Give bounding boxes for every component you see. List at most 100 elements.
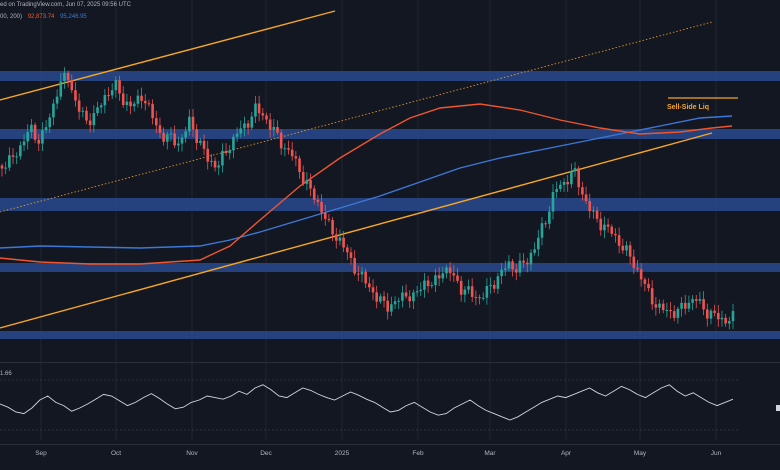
candle-body-103 — [379, 296, 382, 302]
candle-body-176 — [647, 283, 650, 289]
x-tick-label: Feb — [412, 450, 424, 457]
candle-body-189 — [694, 299, 698, 301]
candle-body-143 — [525, 262, 529, 265]
x-tick-label: Dec — [260, 450, 272, 457]
candle-body-164 — [603, 224, 606, 231]
candle-body-142 — [522, 260, 525, 263]
candle-body-27 — [99, 105, 103, 108]
candle-body-148 — [544, 223, 547, 225]
candle-body-186 — [683, 302, 687, 309]
candle-body-84 — [309, 180, 312, 189]
candle-body-105 — [386, 300, 390, 312]
candle-body-133 — [489, 284, 492, 286]
candle-body-140 — [514, 269, 518, 273]
candle-body-53 — [195, 129, 198, 144]
candle-body-28 — [103, 95, 107, 106]
candle-body-88 — [323, 212, 327, 219]
candle-body-79 — [290, 149, 294, 157]
candle-body-33 — [121, 93, 125, 105]
candle-body-72 — [265, 115, 268, 120]
candle-body-47 — [173, 133, 176, 146]
candle-body-24 — [88, 120, 92, 126]
candle-body-123 — [452, 273, 456, 276]
candle-body-65 — [239, 128, 243, 134]
candle-body-11 — [41, 130, 44, 144]
candle-body-126 — [463, 289, 467, 295]
candle-body-61 — [224, 150, 228, 154]
candle-body-8 — [30, 124, 33, 133]
candle-body-169 — [621, 245, 625, 251]
candle-body-56 — [206, 148, 210, 162]
candle-body-60 — [221, 150, 224, 166]
candle-body-102 — [375, 292, 378, 302]
zone-support-3 — [0, 331, 780, 339]
ema-legend: 00, 200) 92,873.74 95,246.95 — [0, 14, 91, 20]
candle-body-141 — [518, 260, 522, 273]
candle-body-178 — [654, 304, 658, 308]
candle-body-89 — [327, 218, 331, 221]
candle-body-121 — [445, 267, 448, 274]
candle-body-23 — [85, 110, 88, 121]
candle-body-87 — [320, 201, 323, 213]
candle-body-124 — [456, 275, 459, 281]
x-tick-label: Apr — [561, 450, 572, 457]
candle-body-7 — [26, 132, 30, 142]
candle-body-173 — [636, 267, 639, 270]
candle-body-163 — [599, 218, 603, 231]
x-tick-label: May — [634, 450, 647, 457]
candle-body-52 — [191, 116, 195, 130]
published-header: ed on TradingView.com, Jun 07, 2025 09:5… — [0, 2, 131, 8]
candle-body-190 — [698, 299, 702, 301]
candle-body-34 — [125, 101, 129, 105]
candle-body-46 — [169, 133, 173, 135]
candle-body-193 — [709, 310, 713, 319]
x-tick-label: Oct — [111, 450, 121, 457]
candle-body-158 — [581, 187, 584, 195]
candle-body-57 — [210, 160, 213, 162]
candle-body-74 — [272, 127, 276, 130]
candle-body-93 — [342, 237, 345, 248]
candle-body-76 — [279, 132, 283, 149]
candle-body-66 — [243, 123, 246, 129]
x-tick-label: Jun — [711, 450, 722, 457]
candle-body-91 — [334, 234, 338, 241]
rsi-last-value: 1.66 — [0, 371, 12, 377]
candle-body-90 — [331, 220, 334, 235]
candle-body-154 — [566, 181, 569, 185]
candle-body-155 — [570, 171, 573, 185]
ema-params: 00, 200) — [0, 14, 23, 20]
candle-body-179 — [658, 303, 661, 308]
candle-body-77 — [283, 148, 287, 150]
candle-body-127 — [467, 286, 470, 290]
candle-body-3 — [11, 155, 15, 157]
candle-body-59 — [217, 165, 221, 168]
candle-body-107 — [393, 301, 397, 305]
candle-body-49 — [180, 137, 184, 144]
candle-body-94 — [345, 247, 349, 253]
candle-body-26 — [96, 107, 99, 114]
candle-body-137 — [503, 268, 507, 270]
candle-body-119 — [437, 275, 441, 279]
candle-body-14 — [52, 103, 55, 118]
candle-body-85 — [312, 188, 316, 200]
candle-body-188 — [691, 299, 694, 303]
candle-body-36 — [132, 103, 136, 107]
candle-body-69 — [254, 103, 257, 117]
candle-body-112 — [412, 292, 415, 302]
candle-body-40 — [147, 103, 151, 105]
x-tick-label: Sep — [35, 450, 47, 457]
candle-body-175 — [643, 279, 647, 284]
candle-body-134 — [492, 284, 496, 289]
candle-body-156 — [573, 168, 577, 172]
zone-support-1 — [0, 198, 780, 211]
candle-body-118 — [434, 275, 437, 286]
candle-body-25 — [92, 113, 96, 126]
ema200-line — [0, 115, 733, 249]
candle-body-35 — [129, 101, 132, 107]
candle-body-1 — [4, 167, 7, 169]
candle-body-183 — [672, 311, 676, 318]
candle-body-5 — [19, 145, 22, 157]
candle-body-109 — [401, 292, 404, 301]
